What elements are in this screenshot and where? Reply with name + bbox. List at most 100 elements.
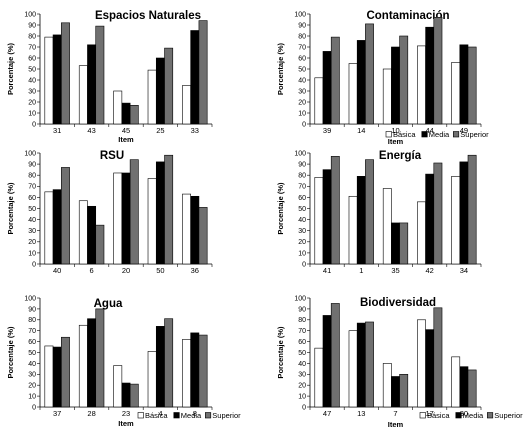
bar-media bbox=[155, 326, 165, 408]
bar-media bbox=[425, 329, 435, 408]
bar-superior bbox=[330, 303, 340, 408]
legend-swatch bbox=[455, 412, 462, 419]
bar-media bbox=[356, 176, 366, 265]
y-tick-label: 50 bbox=[298, 206, 306, 213]
bar-superior bbox=[129, 159, 139, 265]
x-category-label: 33 bbox=[191, 126, 199, 135]
y-tick-label: 30 bbox=[298, 372, 306, 379]
bar-superior bbox=[129, 383, 139, 408]
y-tick-label: 20 bbox=[28, 99, 36, 106]
x-category-label: 41 bbox=[323, 266, 331, 275]
bar-superior bbox=[365, 321, 374, 408]
y-tick-label: 100 bbox=[24, 11, 36, 18]
legend: Básica Media Superior bbox=[137, 411, 241, 420]
bar-media bbox=[87, 205, 97, 265]
y-tick-label: 40 bbox=[298, 77, 306, 84]
legend-swatch bbox=[421, 131, 428, 138]
bar-media bbox=[87, 318, 97, 408]
x-category-label: 49 bbox=[460, 126, 468, 135]
x-category-label: 44 bbox=[426, 126, 434, 135]
bar-basica bbox=[113, 365, 123, 408]
x-axis-label: Item bbox=[388, 420, 404, 429]
bar-basica bbox=[314, 347, 324, 408]
x-category-label: 28 bbox=[87, 409, 95, 418]
legend-swatch bbox=[173, 412, 180, 419]
y-tick-label: 80 bbox=[28, 173, 36, 180]
bar-superior bbox=[61, 336, 70, 408]
y-tick-label: 70 bbox=[28, 184, 36, 191]
y-tick-label: 0 bbox=[32, 404, 36, 411]
legend-swatch bbox=[137, 412, 144, 419]
y-tick-label: 90 bbox=[28, 306, 36, 313]
y-tick-label: 90 bbox=[28, 22, 36, 29]
x-category-label: 1 bbox=[359, 266, 363, 275]
bar-basica bbox=[147, 178, 157, 265]
x-category-label: 43 bbox=[87, 126, 95, 135]
y-tick-label: 80 bbox=[28, 33, 36, 40]
bar-media bbox=[459, 366, 469, 408]
y-axis-label: Porcentaje (%) bbox=[276, 42, 285, 95]
x-category-label: 25 bbox=[156, 126, 164, 135]
x-category-label: 4 bbox=[158, 409, 162, 418]
bar-superior bbox=[365, 159, 374, 265]
bar-media bbox=[155, 161, 165, 265]
y-tick-label: 40 bbox=[28, 361, 36, 368]
chart-title: Biodiversidad bbox=[360, 297, 436, 309]
y-axis-label: Porcentaje (%) bbox=[276, 326, 285, 379]
bar-superior bbox=[365, 23, 374, 125]
y-tick-label: 50 bbox=[298, 66, 306, 73]
legend-swatch bbox=[205, 412, 212, 419]
x-category-label: 50 bbox=[156, 266, 164, 275]
bar-basica bbox=[78, 324, 88, 408]
bar-superior bbox=[129, 105, 139, 125]
y-tick-label: 70 bbox=[28, 44, 36, 51]
x-category-label: 37 bbox=[53, 409, 61, 418]
x-category-label: 23 bbox=[122, 409, 130, 418]
x-category-label: 35 bbox=[391, 266, 399, 275]
y-tick-label: 30 bbox=[28, 372, 36, 379]
bar-basica bbox=[348, 195, 358, 265]
y-tick-label: 60 bbox=[298, 195, 306, 202]
bar-superior bbox=[95, 224, 105, 265]
bar-superior bbox=[467, 369, 477, 408]
legend: Básica Media Superior bbox=[385, 130, 489, 139]
bar-media bbox=[52, 346, 62, 408]
bar-media bbox=[121, 102, 131, 125]
bar-media bbox=[52, 189, 62, 265]
y-tick-label: 0 bbox=[302, 404, 306, 411]
x-axis-label: Item bbox=[118, 135, 134, 144]
y-tick-label: 40 bbox=[28, 77, 36, 84]
x-category-label: 39 bbox=[323, 126, 331, 135]
y-tick-label: 70 bbox=[298, 184, 306, 191]
chart-title: RSU bbox=[100, 150, 124, 162]
y-tick-label: 0 bbox=[32, 121, 36, 128]
y-tick-label: 70 bbox=[298, 44, 306, 51]
bar-basica bbox=[78, 65, 88, 125]
chart-title: Contaminación bbox=[366, 10, 449, 22]
bar-basica bbox=[44, 345, 54, 408]
y-axis-label: Porcentaje (%) bbox=[6, 326, 15, 379]
x-axis-label: Item bbox=[118, 419, 134, 428]
bar-media bbox=[356, 40, 366, 125]
chart-panel: Energía 0 10 20 30 40 50 60 70 80 90 100 Porcentaje … bbox=[276, 150, 482, 275]
x-category-label: 47 bbox=[323, 409, 331, 418]
legend-label: Superior bbox=[494, 411, 523, 420]
bar-basica bbox=[451, 176, 461, 265]
bar-basica bbox=[182, 339, 191, 408]
y-tick-label: 30 bbox=[28, 228, 36, 235]
bar-superior bbox=[330, 36, 340, 125]
x-category-label: 20 bbox=[122, 266, 130, 275]
y-tick-label: 40 bbox=[28, 217, 36, 224]
y-tick-label: 40 bbox=[298, 217, 306, 224]
y-tick-label: 40 bbox=[298, 361, 306, 368]
y-tick-label: 100 bbox=[294, 11, 306, 18]
y-tick-label: 10 bbox=[28, 250, 36, 257]
bar-media bbox=[391, 222, 400, 265]
bar-superior bbox=[467, 46, 477, 125]
bar-superior bbox=[61, 167, 70, 265]
legend-label: Media bbox=[463, 411, 484, 420]
legend-label: Básica bbox=[393, 130, 416, 139]
y-tick-label: 0 bbox=[32, 261, 36, 268]
bar-superior bbox=[164, 47, 174, 125]
